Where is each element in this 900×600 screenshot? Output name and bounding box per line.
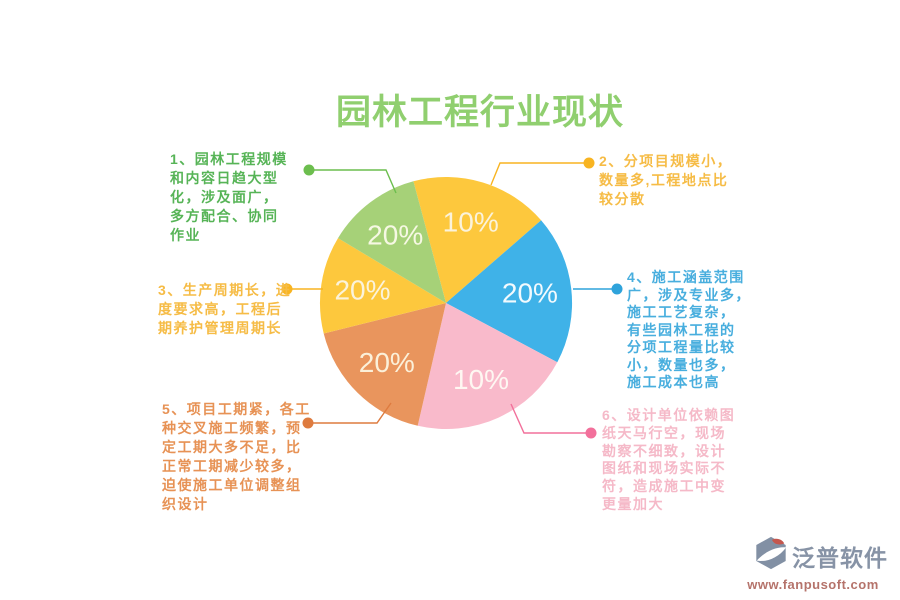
pie-slice[interactable] [413, 176, 542, 303]
callout-connector-line [490, 162, 589, 186]
pie-slice[interactable] [319, 238, 446, 334]
page-title: 园林工程行业现状 [335, 93, 625, 132]
pie-slice[interactable] [338, 181, 446, 303]
slice-percent-label: 20% [502, 277, 558, 308]
callout-6-design-mismatch: 6、设计单位依赖图 纸天马行空，现场 勘察不细致，设计 图纸和现场实际不 符，造… [602, 407, 736, 512]
brand-name: 泛普软件 [792, 544, 888, 571]
slice-percent-label: 10% [453, 364, 509, 395]
slice-percent-label: 20% [334, 275, 390, 306]
brand-logo[interactable]: 泛普软件 www.fanpusoft.com [738, 535, 888, 592]
callout-2-small-subprojects: 2、分项目规模小， 数量多,工程地点比 较分散 [599, 153, 733, 207]
pie-slice[interactable] [446, 220, 573, 363]
callout-connector-dot [303, 164, 315, 176]
pie-slice[interactable] [323, 303, 446, 426]
slice-percent-label: 20% [367, 220, 423, 251]
callout-1-scale-and-scope: 1、园林工程规模 和内容日趋大型 化，涉及面广， 多方配合、协同 作业 [170, 151, 288, 243]
callout-connector-dot [611, 283, 623, 295]
callout-3-long-production-cycle: 3、生产周期长，进 度要求高，工程后 期养护管理周期长 [158, 282, 292, 336]
callout-connector-line [309, 169, 397, 194]
callout-connector-dot [585, 427, 597, 439]
callout-5-tight-schedule: 5、项目工期紧，各工 种交叉施工频繁，预 定工期大多不足，比 正常工期减少较多，… [162, 401, 311, 512]
slice-percent-label: 10% [443, 206, 499, 237]
callout-connector-line [510, 403, 591, 434]
callout-connector-line [308, 402, 392, 424]
callout-connector-dot [302, 417, 314, 429]
callout-4-construction-coverage: 4、施工涵盖范围 广，涉及专业多， 施工工艺复杂， 有些园林工程的 分项工程量比… [627, 269, 751, 390]
callout-connector-dot [281, 283, 293, 295]
callout-connector-dot [583, 157, 595, 169]
fanpu-logo-icon [753, 535, 789, 576]
brand-url[interactable]: www.fanpusoft.com [747, 577, 879, 592]
pie-slice[interactable] [417, 303, 558, 430]
slice-percent-label: 20% [359, 347, 415, 378]
